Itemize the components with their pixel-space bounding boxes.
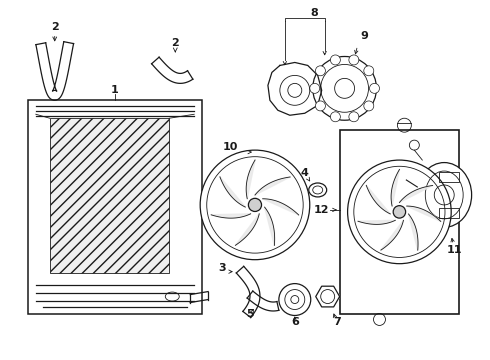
Text: 6: 6 [291, 318, 299, 328]
Polygon shape [399, 185, 433, 203]
Ellipse shape [309, 183, 327, 197]
Text: 7: 7 [333, 318, 341, 328]
Text: 11: 11 [446, 245, 462, 255]
Polygon shape [268, 62, 322, 115]
Polygon shape [235, 214, 259, 245]
Circle shape [279, 284, 311, 315]
Polygon shape [220, 177, 245, 207]
Text: 1: 1 [111, 85, 119, 95]
Text: 10: 10 [222, 142, 238, 152]
Circle shape [364, 101, 374, 111]
Polygon shape [409, 214, 418, 250]
Bar [28, 100, 202, 315]
Circle shape [313, 57, 376, 120]
Circle shape [330, 55, 341, 65]
Polygon shape [381, 220, 403, 250]
Polygon shape [246, 160, 255, 199]
Bar [50, 118, 169, 273]
Circle shape [330, 112, 341, 122]
Polygon shape [407, 206, 441, 221]
Circle shape [200, 150, 310, 260]
Bar [439, 208, 459, 218]
Text: 9: 9 [361, 31, 368, 41]
Circle shape [364, 66, 374, 76]
Text: 2: 2 [172, 37, 179, 48]
Circle shape [310, 84, 319, 93]
Ellipse shape [417, 163, 471, 227]
Text: 12: 12 [314, 205, 329, 215]
Circle shape [369, 84, 379, 93]
Polygon shape [366, 185, 391, 214]
Circle shape [349, 112, 359, 122]
Polygon shape [391, 170, 399, 206]
Text: 5: 5 [246, 310, 254, 319]
Text: 2: 2 [51, 22, 59, 32]
Circle shape [316, 66, 325, 76]
Polygon shape [263, 199, 299, 215]
Polygon shape [316, 286, 340, 307]
Polygon shape [255, 177, 290, 195]
Text: 4: 4 [301, 168, 309, 178]
Polygon shape [211, 214, 251, 218]
Circle shape [248, 198, 262, 211]
Circle shape [393, 206, 406, 218]
Text: 3: 3 [218, 263, 226, 273]
Bar [340, 130, 459, 315]
Polygon shape [265, 207, 274, 246]
Circle shape [349, 55, 359, 65]
Polygon shape [358, 220, 395, 224]
Circle shape [347, 160, 451, 264]
Bar [439, 172, 459, 182]
Circle shape [316, 101, 325, 111]
Text: 8: 8 [311, 8, 319, 18]
